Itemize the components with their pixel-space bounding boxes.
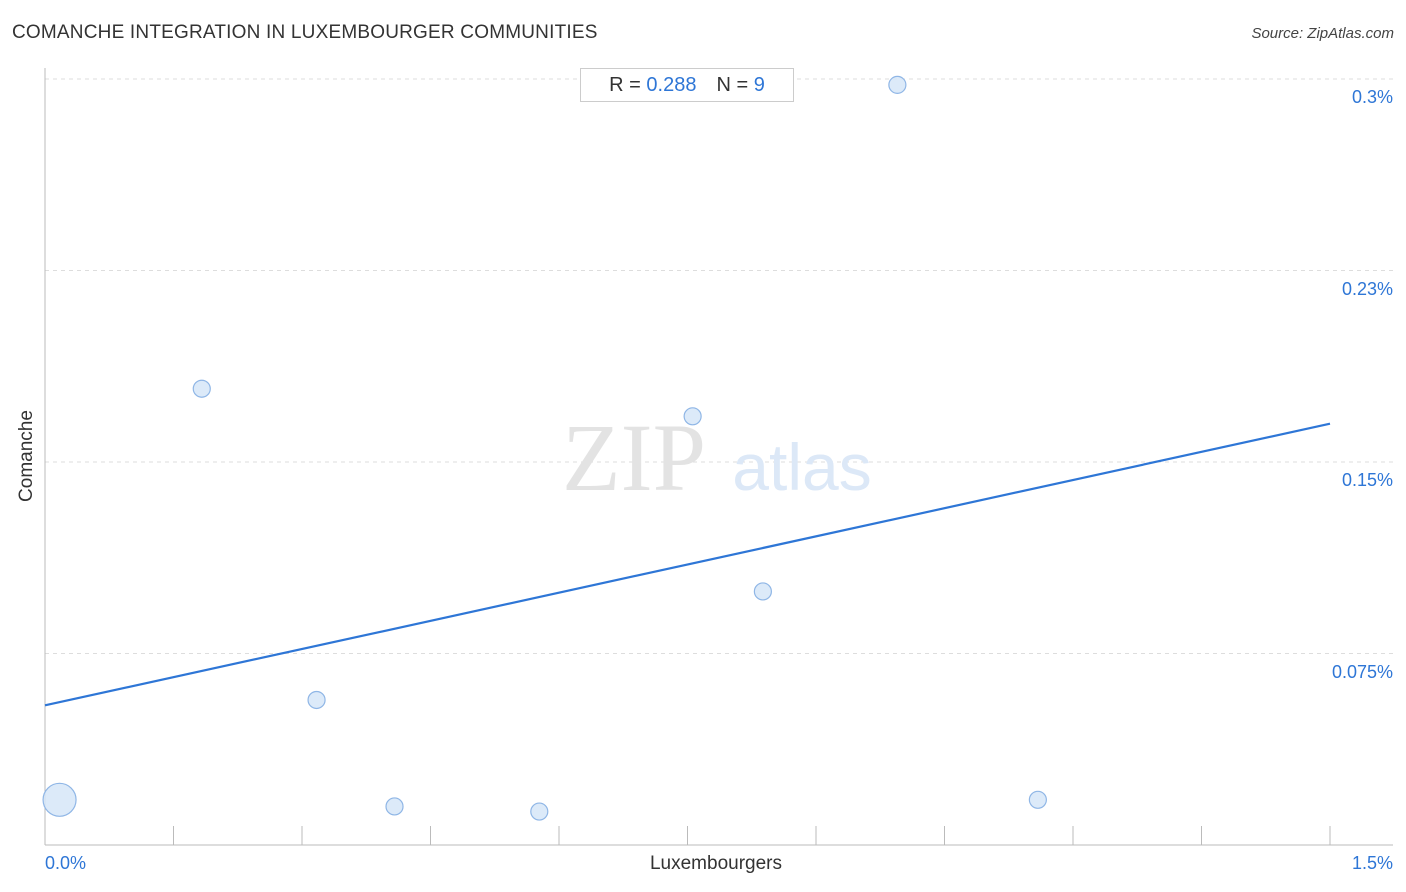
- watermark-zip: ZIP: [562, 404, 706, 511]
- data-point-5: [683, 407, 702, 426]
- trendline-layer: [44, 422, 1331, 707]
- data-point-3: [385, 797, 404, 816]
- n-label: N =: [716, 73, 749, 96]
- data-point-1: [192, 379, 211, 398]
- grid-layer: [45, 78, 1393, 654]
- y-tick-label-1: 0.23%: [1341, 278, 1393, 299]
- point-layer: [42, 75, 1047, 821]
- y-tick-label-0: 0.3%: [1351, 87, 1393, 107]
- y-axis-label: Comanche: [16, 410, 37, 502]
- watermark-atlas: atlas: [732, 430, 871, 504]
- axis-layer: [44, 68, 1393, 846]
- n-value: 9: [753, 73, 765, 96]
- trendline: [44, 422, 1331, 707]
- data-point-4: [530, 802, 549, 821]
- data-point-2: [307, 690, 326, 710]
- watermark: ZIP atlas: [562, 404, 872, 511]
- data-point-8: [1028, 790, 1047, 809]
- y-tick-label-3: 0.075%: [1331, 661, 1393, 682]
- source-label: Source: ZipAtlas.com: [1251, 25, 1394, 42]
- data-point-6: [753, 582, 772, 601]
- data-point-7: [888, 75, 907, 94]
- x-axis-label: Luxembourgers: [649, 853, 783, 874]
- data-point-0: [42, 782, 77, 817]
- x-tick-label-1: 1.5%: [1351, 853, 1393, 873]
- stats-box: R = 0.288 N = 9: [580, 68, 794, 102]
- x-tick-label-0: 0.0%: [45, 853, 87, 873]
- r-value: 0.288: [646, 73, 697, 96]
- r-label: R =: [609, 73, 641, 96]
- y-tick-label-2: 0.15%: [1341, 470, 1393, 490]
- chart-title: COMANCHE INTEGRATION IN LUXEMBOURGER COM…: [12, 22, 598, 43]
